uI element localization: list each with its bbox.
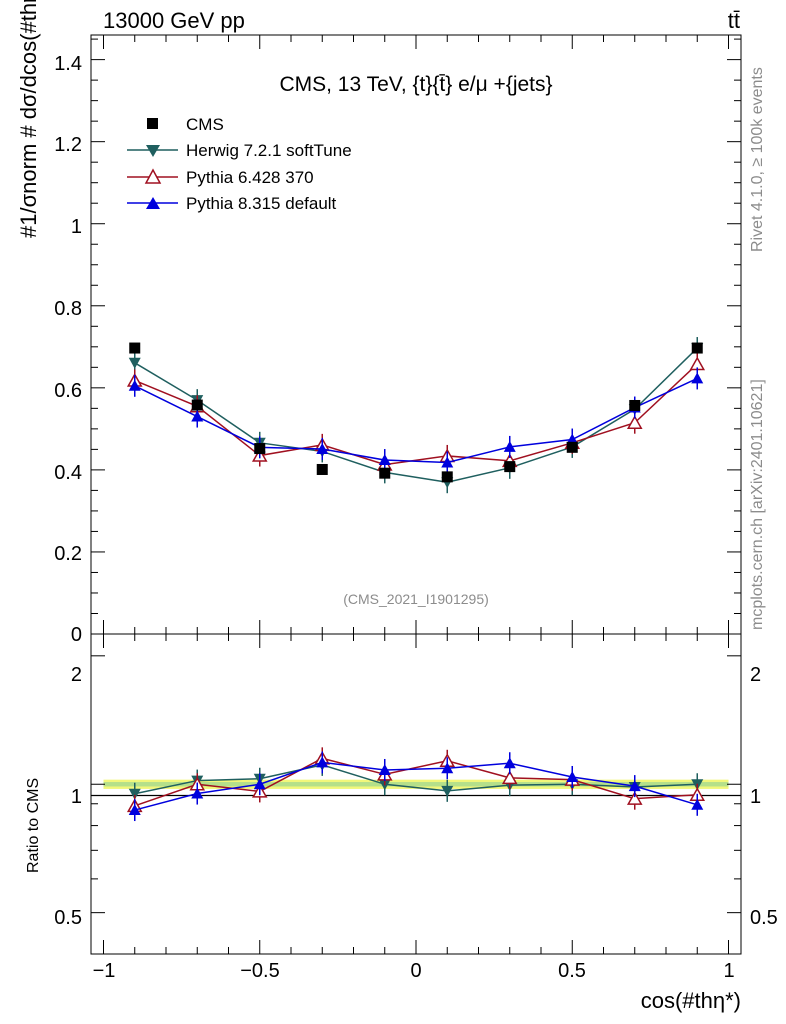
data-point [691,342,703,354]
legend-marker-pythia6 [144,168,162,184]
y-tick-labels: 0 0.2 0.4 0.6 0.8 1 1.2 1.4 [54,53,82,646]
series-0 [129,342,703,483]
y-tick-label: 0.8 [54,298,82,320]
axis-ticks [91,35,741,954]
ratio-point [441,785,454,797]
data-point [254,443,266,455]
series-line [134,377,698,464]
legend-label-pythia8: Pythia 8.315 default [186,194,337,213]
x-tick-label: 0.5 [558,960,586,982]
header-process-label: tt̄ [728,8,740,33]
legend-label-cms: CMS [186,115,224,134]
legend-label-pythia6: Pythia 6.428 370 [186,168,314,187]
ratio-point [128,804,141,816]
data-point [504,461,516,473]
ratio-plot-frame [90,633,742,955]
ratio-point [628,780,641,792]
series-line [134,363,698,466]
legend-marker-cms [147,118,158,129]
data-point [191,399,203,411]
series-1 [128,337,704,805]
ratio-point [316,756,329,768]
ratio-point [626,791,643,805]
rivet-label: Rivet 4.1.0, ≥ 100k events [749,67,766,252]
legend: CMS Herwig 7.2.1 softTune Pythia 6.428 3… [127,115,352,213]
ratio-series-line [134,761,698,811]
data-point [566,441,578,453]
ratio-point [501,770,518,785]
ratio-point [378,763,391,775]
data-point [129,342,141,354]
series-line [134,347,698,483]
ratio-point [191,787,204,799]
y-tick-label: 0.6 [54,380,82,402]
data-point [316,463,328,475]
y-tick-label: 1.4 [54,53,82,75]
data-point [191,410,204,422]
mcplots-label: mcplots.cern.ch [arXiv:2401.10621] [749,379,766,630]
ratio-point [691,798,704,810]
ratio-y-axis-label: Ratio to CMS [25,778,42,873]
ratio-tick-label: 2 [71,664,82,686]
x-tick-labels: −1 −0.5 0 0.5 1 [93,960,735,982]
ratio-series-line [134,764,698,795]
data-point [378,454,391,466]
ratio-tick-label: 1 [71,786,82,808]
analysis-watermark: (CMS_2021_I1901295) [343,591,489,607]
y-tick-label: 0.2 [54,543,82,565]
series-2 [126,353,706,817]
ratio-point [253,778,266,790]
y-tick-label: 0 [71,624,82,646]
ratio-point [441,762,454,774]
legend-marker-pythia8 [146,197,160,209]
data-point [128,357,141,369]
x-tick-label: 1 [723,960,734,982]
legend-label-herwig: Herwig 7.2.1 softTune [186,141,352,160]
header-collision-label: 13000 GeV pp [103,8,245,33]
y-tick-label: 1.2 [54,134,82,156]
y-tick-label: 1 [71,216,82,238]
data-point [128,379,141,391]
x-tick-label: −0.5 [240,960,279,982]
x-tick-label: −1 [93,960,116,982]
data-point [566,433,579,445]
ratio-tick-label-right: 0.5 [750,907,778,929]
data-point [626,415,643,429]
data-point [691,372,704,384]
data-point [379,467,391,479]
ratio-point [128,788,141,800]
legend-marker-herwig [146,145,160,157]
x-axis-label: cos(#thη*) [641,988,741,1013]
ratio-tick-labels: 0.5 1 2 0.5 1 2 [54,664,778,929]
data-point [441,471,453,483]
chart-title: CMS, 13 TeV, {t}{t̄} e/μ +{jets} [279,73,552,96]
ratio-tick-label-right: 2 [750,664,761,686]
data-point [441,456,454,468]
data-point [316,442,329,454]
ratio-tick-label-right: 1 [750,786,761,808]
data-point [629,399,641,411]
data-point [503,440,516,452]
ratio-point [503,757,516,769]
series-3 [128,367,704,822]
ratio-point [566,770,579,782]
ratio-band-inner [291,782,354,787]
series-layer [126,337,706,822]
y-axis-label: #1/σnorm # dσ/dcos(#thη*) [16,0,41,238]
ratio-tick-label: 0.5 [54,907,82,929]
ratio-series-line [134,757,698,807]
x-tick-label: 0 [410,960,421,982]
y-tick-label: 0.4 [54,462,82,484]
